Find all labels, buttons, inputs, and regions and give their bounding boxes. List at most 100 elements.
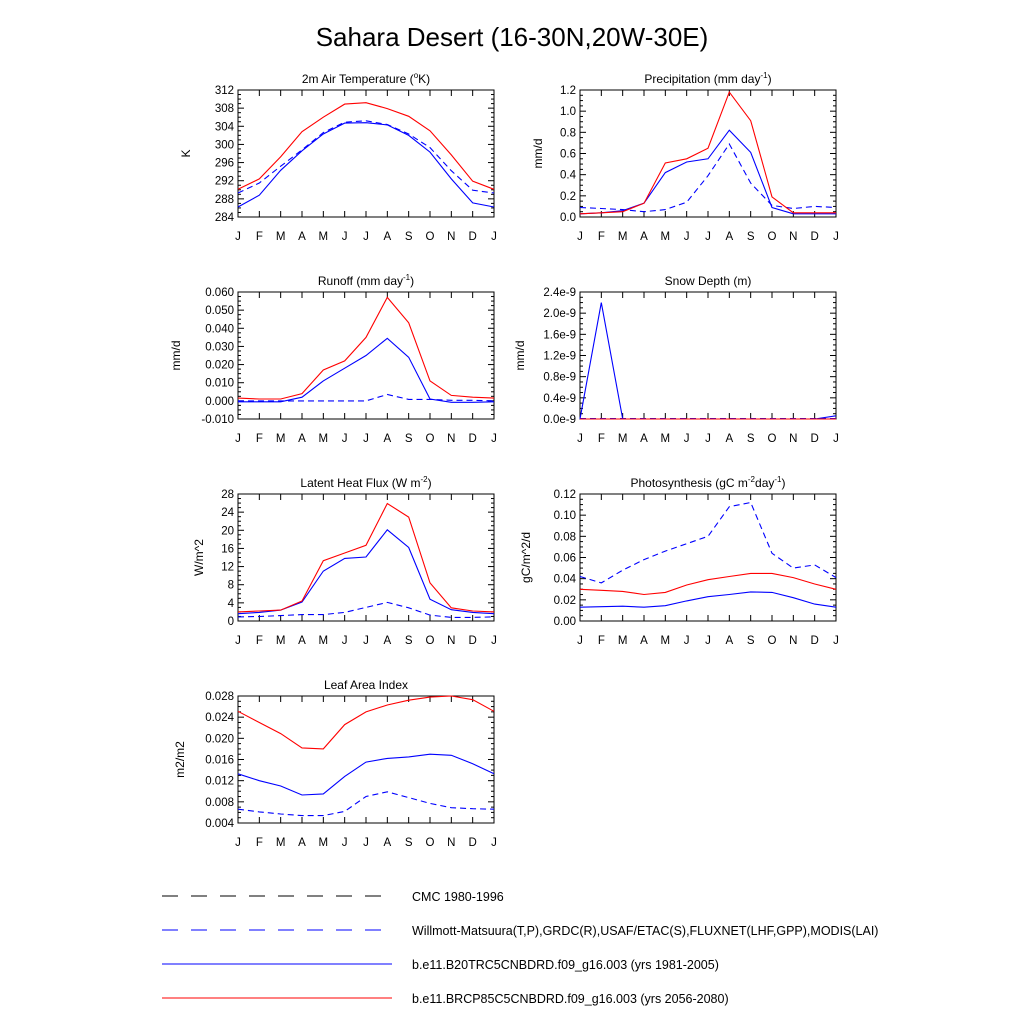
- x-tick-label: A: [298, 231, 306, 243]
- x-tick-label: J: [491, 231, 497, 243]
- y-tick-label: 308: [215, 103, 234, 115]
- y-tick-label: 0.030: [205, 341, 234, 353]
- x-tick-label: S: [405, 231, 413, 243]
- x-tick-label: J: [577, 433, 583, 445]
- y-tick-label: 8: [228, 580, 234, 592]
- x-tick-label: J: [363, 433, 369, 445]
- series-line-hist: [237, 529, 495, 615]
- y-tick-label: 0.020: [205, 733, 234, 745]
- x-tick-label: J: [491, 837, 497, 849]
- x-tick-label: D: [469, 837, 477, 849]
- plot-frame: [579, 89, 837, 218]
- series-line-hist: [237, 753, 495, 796]
- x-tick-label: M: [276, 837, 286, 849]
- y-tick-label: 1.0: [560, 106, 576, 118]
- panel-title: Photosynthesis (gC m-2day-1): [631, 475, 786, 490]
- y-axis-label: gC/m^2/d: [519, 532, 533, 583]
- x-tick-label: J: [363, 837, 369, 849]
- series-line-obs: [579, 501, 837, 584]
- y-tick-label: -0.010: [201, 414, 234, 426]
- x-tick-label: J: [342, 433, 348, 445]
- series-line-obs: [237, 120, 495, 194]
- legend-item-hist: b.e11.B20TRC5CNBDRD.f09_g16.003 (yrs 198…: [162, 958, 719, 972]
- x-tick-label: O: [768, 231, 777, 243]
- x-tick-label: A: [725, 635, 733, 647]
- panel-title: Precipitation (mm day-1): [644, 71, 771, 86]
- y-tick-label: 0.10: [554, 510, 576, 522]
- y-tick-label: 28: [221, 489, 234, 501]
- y-tick-label: 2.0e-9: [543, 308, 576, 320]
- x-tick-label: M: [618, 635, 628, 647]
- y-tick-label: 20: [221, 525, 234, 537]
- series-line-hist: [237, 122, 495, 208]
- series-line-future: [579, 90, 836, 215]
- x-tick-label: A: [298, 837, 306, 849]
- panel-lai: Leaf Area Index m2/m2 0.004 0.008 0.012 0.016…: [173, 678, 497, 849]
- x-tick-label: J: [491, 433, 497, 445]
- x-tick-label: D: [811, 231, 819, 243]
- x-tick-label: F: [256, 837, 263, 849]
- x-tick-label: A: [298, 635, 306, 647]
- x-tick-label: A: [725, 231, 733, 243]
- x-tick-label: F: [598, 231, 605, 243]
- x-tick-label: J: [235, 433, 241, 445]
- series-line-obs: [237, 791, 495, 817]
- y-tick-label: 0.028: [205, 691, 234, 703]
- y-tick-label: 16: [221, 543, 234, 555]
- panel-snowdp: Snow Depth (m) mm/d 0.0e-9 0.4e-9 0.8e-9 1.2e…: [513, 274, 839, 445]
- series-line-hist: [579, 302, 837, 420]
- series-line-hist: [579, 591, 837, 608]
- x-tick-label: J: [342, 837, 348, 849]
- y-tick-label: 0.008: [205, 797, 234, 809]
- y-tick-label: 2.4e-9: [543, 287, 576, 299]
- x-tick-label: S: [405, 635, 413, 647]
- x-tick-label: S: [747, 433, 755, 445]
- panel-title: Snow Depth (m): [665, 274, 752, 288]
- y-tick-label: 0.004: [205, 818, 234, 830]
- x-tick-label: M: [276, 635, 286, 647]
- legend-label: Willmott-Matsuura(T,P),GRDC(R),USAF/ETAC…: [412, 924, 878, 938]
- x-tick-label: S: [405, 433, 413, 445]
- series-line-future: [237, 502, 495, 613]
- series-line-hist: [579, 129, 836, 215]
- y-tick-label: 0.010: [205, 378, 234, 390]
- series-line-future: [579, 572, 837, 596]
- y-tick-label: 4: [228, 598, 235, 610]
- y-tick-label: 0.8e-9: [543, 372, 576, 384]
- x-tick-label: N: [447, 433, 455, 445]
- x-tick-label: A: [383, 635, 391, 647]
- x-tick-label: J: [363, 231, 369, 243]
- x-tick-label: M: [319, 635, 329, 647]
- panel-title: Runoff (mm day-1): [318, 273, 414, 288]
- x-tick-label: S: [405, 837, 413, 849]
- x-tick-label: J: [705, 231, 711, 243]
- panel-title: Leaf Area Index: [324, 678, 408, 692]
- panel-tsa: 2m Air Temperature (oK) K 284 288 292 296 300 3…: [179, 71, 497, 243]
- x-tick-label: O: [768, 433, 777, 445]
- plot-frame: [237, 89, 495, 218]
- y-tick-label: 0.4: [560, 170, 577, 182]
- y-tick-label: 0.4e-9: [543, 393, 576, 405]
- x-tick-label: J: [833, 433, 839, 445]
- y-tick-label: 0.060: [205, 287, 234, 299]
- y-tick-label: 0.000: [205, 396, 234, 408]
- series-line-future: [237, 695, 495, 750]
- x-tick-label: D: [469, 635, 477, 647]
- y-tick-label: 0.0e-9: [543, 414, 576, 426]
- x-tick-label: N: [789, 635, 797, 647]
- x-tick-label: J: [705, 635, 711, 647]
- x-tick-label: F: [598, 635, 605, 647]
- y-tick-label: 0.0: [560, 212, 576, 224]
- x-tick-label: F: [598, 433, 605, 445]
- panel-gpp: Photosynthesis (gC m-2day-1) gC/m^2/d 0.00…: [519, 475, 839, 647]
- panel-title: 2m Air Temperature (oK): [302, 71, 430, 86]
- y-tick-label: 0: [228, 616, 234, 628]
- x-tick-label: O: [768, 635, 777, 647]
- y-tick-label: 0.012: [205, 776, 234, 788]
- x-tick-label: J: [577, 635, 583, 647]
- y-tick-label: 296: [215, 158, 234, 170]
- x-tick-label: A: [640, 433, 648, 445]
- plot-frame: [579, 493, 837, 622]
- x-tick-label: D: [469, 231, 477, 243]
